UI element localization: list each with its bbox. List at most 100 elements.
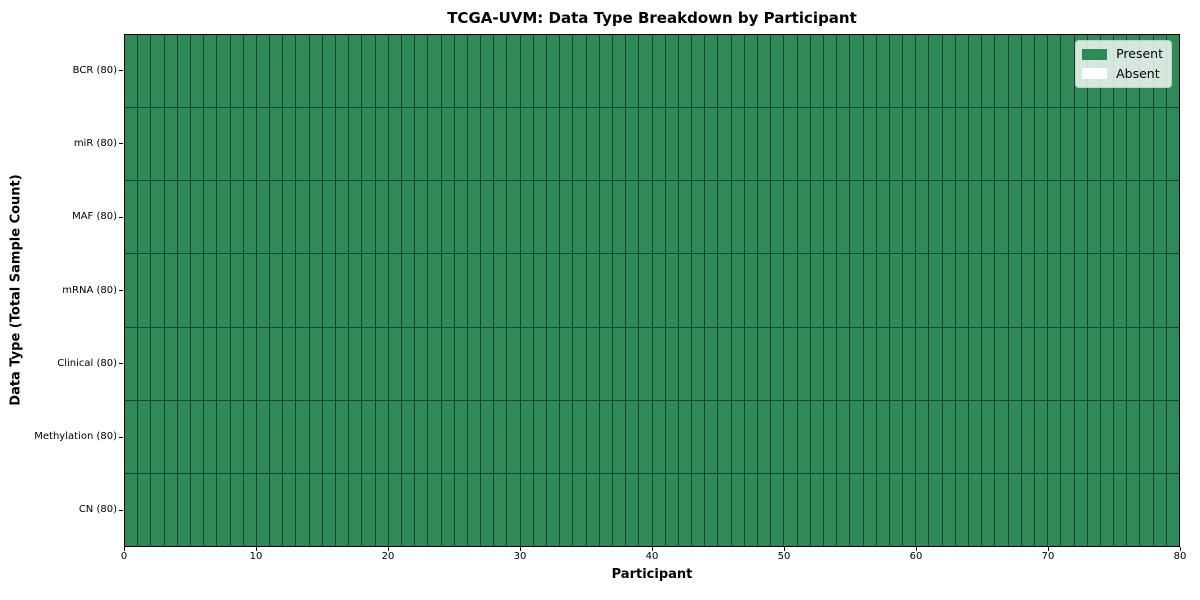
heatmap-cell: [1166, 327, 1179, 400]
heatmap-cell: [164, 473, 177, 546]
y-tick-label: MAF (80): [72, 211, 117, 223]
heatmap-cell: [771, 254, 784, 327]
heatmap-cell: [810, 473, 823, 546]
heatmap-cell: [283, 473, 296, 546]
heatmap-cell: [204, 35, 217, 108]
heatmap-cell: [837, 181, 850, 254]
heatmap-cell: [177, 327, 190, 400]
heatmap-cell: [243, 108, 256, 181]
heatmap-cell: [190, 181, 204, 254]
heatmap-cell: [1048, 35, 1061, 108]
heatmap-cell: [560, 327, 573, 400]
heatmap-cell: [863, 181, 876, 254]
heatmap-cell: [850, 108, 863, 181]
plot-area: Present Absent: [124, 34, 1180, 547]
heatmap-cell: [1021, 254, 1034, 327]
heatmap-cell: [1061, 327, 1074, 400]
heatmap-cell: [507, 254, 520, 327]
heatmap-cell: [1100, 473, 1114, 546]
heatmap-cell: [441, 400, 454, 473]
heatmap-cell: [560, 254, 573, 327]
legend: Present Absent: [1075, 40, 1172, 88]
heatmap-cell: [1074, 473, 1087, 546]
heatmap-cell: [217, 327, 230, 400]
heatmap-cell: [494, 400, 507, 473]
heatmap-cell: [652, 108, 665, 181]
heatmap-cell: [1048, 254, 1061, 327]
heatmap-cell: [1034, 327, 1048, 400]
y-tick-label: Clinical (80): [57, 357, 117, 369]
heatmap-cell: [823, 35, 837, 108]
heatmap-cell: [705, 181, 718, 254]
heatmap-cell: [1140, 400, 1153, 473]
heatmap-cell: [626, 473, 639, 546]
heatmap-cell: [652, 473, 665, 546]
heatmap-cell: [758, 473, 771, 546]
heatmap-cell: [454, 473, 467, 546]
heatmap-cell: [1114, 400, 1127, 473]
heatmap-cell: [810, 327, 823, 400]
heatmap-cell: [481, 473, 494, 546]
heatmap-cell: [1061, 473, 1074, 546]
heatmap-cell: [138, 35, 151, 108]
heatmap-cell: [1140, 181, 1153, 254]
heatmap-cell: [718, 473, 731, 546]
heatmap-cell: [349, 473, 362, 546]
heatmap-cell: [428, 327, 441, 400]
heatmap-cell: [639, 400, 652, 473]
heatmap-cell: [256, 35, 270, 108]
heatmap-cell: [916, 327, 929, 400]
heatmap-cell: [336, 254, 349, 327]
heatmap-cell: [797, 400, 810, 473]
heatmap-cell: [969, 473, 982, 546]
heatmap-cell: [125, 35, 138, 108]
heatmap-cell: [665, 473, 678, 546]
heatmap-cell: [138, 473, 151, 546]
heatmap-cell: [1127, 254, 1140, 327]
heatmap-cell: [190, 473, 204, 546]
heatmap-cell: [744, 327, 757, 400]
heatmap-cell: [942, 473, 955, 546]
heatmap-cell: [217, 35, 230, 108]
heatmap-cell: [1008, 108, 1021, 181]
x-tick-label: 60: [909, 551, 923, 562]
heatmap-cell: [850, 473, 863, 546]
heatmap-cell: [758, 327, 771, 400]
heatmap-cell: [336, 35, 349, 108]
chart-title: TCGA-UVM: Data Type Breakdown by Partici…: [447, 9, 857, 27]
heatmap-cell: [652, 254, 665, 327]
heatmap-cell: [428, 181, 441, 254]
heatmap-cell: [955, 327, 968, 400]
heatmap-cell: [969, 108, 982, 181]
x-axis-label: Participant: [611, 567, 693, 582]
heatmap-cell: [138, 254, 151, 327]
heatmap-cell: [731, 473, 744, 546]
heatmap-cell: [375, 108, 388, 181]
heatmap-cell: [256, 327, 270, 400]
heatmap-cell: [375, 327, 388, 400]
heatmap-cell: [797, 254, 810, 327]
heatmap-cell: [1061, 181, 1074, 254]
heatmap-cell: [797, 327, 810, 400]
heatmap-cell: [415, 473, 428, 546]
heatmap-cell: [929, 35, 942, 108]
heatmap-cell: [810, 254, 823, 327]
heatmap-cell: [850, 181, 863, 254]
heatmap-cell: [401, 400, 415, 473]
heatmap-cell: [982, 254, 995, 327]
heatmap-cell: [903, 181, 916, 254]
heatmap-cell: [1127, 473, 1140, 546]
heatmap-cell: [837, 254, 850, 327]
heatmap-cell: [177, 108, 190, 181]
heatmap-cell: [481, 181, 494, 254]
heatmap-cell: [784, 254, 797, 327]
heatmap-cell: [454, 108, 467, 181]
heatmap-cell: [1061, 400, 1074, 473]
heatmap-cell: [903, 400, 916, 473]
heatmap-cell: [612, 35, 626, 108]
heatmap-cell: [942, 108, 955, 181]
heatmap-cell: [718, 327, 731, 400]
x-tick-mark: [387, 547, 389, 551]
heatmap-cell: [586, 181, 599, 254]
heatmap-cell: [969, 181, 982, 254]
